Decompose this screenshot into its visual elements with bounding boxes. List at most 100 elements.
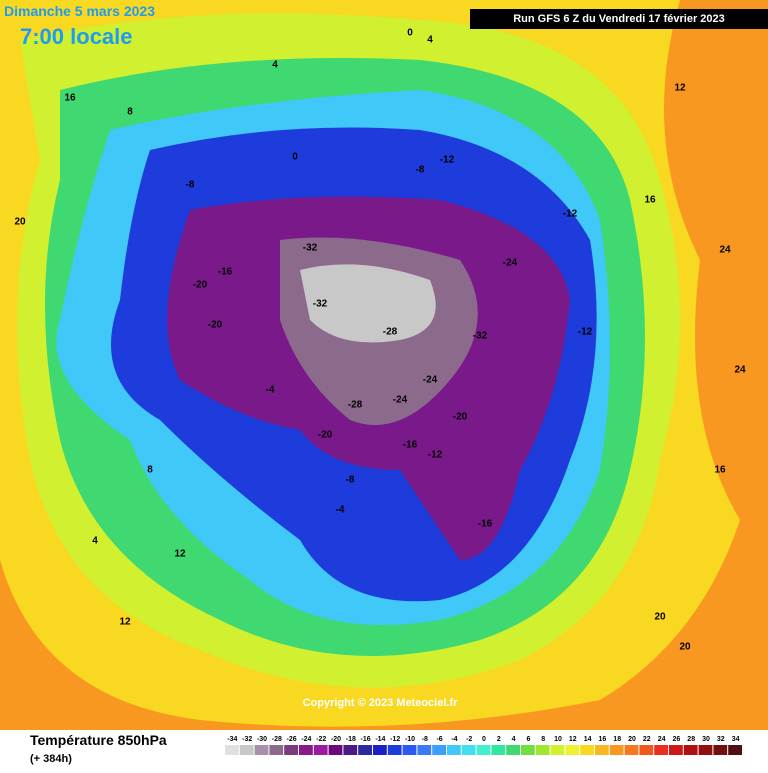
map-label: -20: [318, 430, 333, 441]
scale-label: -24: [301, 736, 311, 743]
scale-label: -22: [316, 736, 326, 743]
copyright: Copyright © 2023 Meteociel.fr: [303, 697, 459, 709]
scale-label: 32: [717, 736, 725, 743]
map-label: -16: [403, 440, 418, 451]
run-label: Run GFS 6 Z du Vendredi 17 février 2023: [513, 13, 725, 25]
scale-label: -4: [451, 736, 457, 743]
scale-swatch: [698, 745, 713, 755]
map-label: 20: [14, 217, 26, 228]
scale-label: -34: [227, 736, 237, 743]
scale-label: 16: [599, 736, 607, 743]
run-box: [470, 9, 768, 29]
legend-title: Température 850hPa: [30, 732, 167, 748]
map-label: -4: [266, 385, 275, 396]
map-label: -8: [186, 180, 195, 191]
scale-swatch: [387, 745, 402, 755]
scale-swatch: [299, 745, 313, 755]
scale-label: 26: [673, 736, 681, 743]
scale-label: -26: [287, 736, 297, 743]
scale-swatch: [432, 745, 446, 755]
scale-swatch: [225, 745, 239, 755]
scale-swatch: [461, 745, 476, 755]
scale-label: 22: [643, 736, 651, 743]
map-label: 16: [644, 195, 656, 206]
scale-swatch: [343, 745, 358, 755]
scale-label: 0: [482, 736, 486, 743]
map-label: -8: [346, 475, 355, 486]
scale-label: -28: [272, 736, 282, 743]
scale-swatch: [713, 745, 728, 755]
scale-swatch: [328, 745, 343, 755]
scale-label: -20: [331, 736, 341, 743]
map-label: 0: [407, 28, 413, 39]
map-label: 12: [174, 549, 186, 560]
scale-label: -32: [242, 736, 252, 743]
scale-label: 34: [732, 736, 740, 743]
map-label: 20: [654, 612, 666, 623]
map-label: 20: [679, 642, 691, 653]
map-label: -20: [193, 280, 208, 291]
map-label: -16: [478, 519, 493, 530]
map-label: 16: [714, 465, 726, 476]
scale-label: 12: [569, 736, 577, 743]
scale-swatch: [373, 745, 387, 755]
scale-label: 18: [613, 736, 621, 743]
scale-swatch: [580, 745, 594, 755]
map-label: -16: [218, 267, 233, 278]
scale-label: 4: [512, 736, 516, 743]
map-label: -12: [428, 450, 443, 461]
map-label: 0: [292, 152, 298, 163]
map-label: 12: [119, 617, 131, 628]
scale-label: 14: [584, 736, 592, 743]
map-label: 8: [127, 107, 133, 118]
map-label: 4: [92, 536, 98, 547]
scale-swatch: [254, 745, 269, 755]
scale-swatch: [476, 745, 491, 755]
map-label: -32: [303, 243, 318, 254]
map-label: 16: [64, 93, 76, 104]
scale-swatch: [491, 745, 506, 755]
scale-swatch: [683, 745, 698, 755]
map-label: -20: [453, 412, 468, 423]
scale-swatch: [624, 745, 639, 755]
map-label: -24: [393, 395, 408, 406]
scale-swatch: [565, 745, 580, 755]
map-label: 8: [147, 465, 153, 476]
map-label: -20: [208, 320, 223, 331]
scale-label: -8: [422, 736, 428, 743]
map-label: -24: [503, 258, 518, 269]
scale-swatch: [595, 745, 609, 755]
map-label: -24: [423, 375, 438, 386]
scale-label: 20: [628, 736, 636, 743]
scale-swatch: [417, 745, 432, 755]
scale-label: 6: [526, 736, 530, 743]
scale-swatch: [313, 745, 328, 755]
scale-label: 24: [658, 736, 666, 743]
map-label: -32: [473, 331, 488, 342]
scale-swatch: [402, 745, 417, 755]
scale-swatch: [506, 745, 520, 755]
map-label: -32: [313, 299, 328, 310]
scale-label: -10: [405, 736, 415, 743]
scale-swatch: [284, 745, 298, 755]
map-label: -8: [416, 165, 425, 176]
map-label: 24: [734, 365, 746, 376]
legend-subtitle: (+ 384h): [30, 753, 72, 765]
scale-swatch: [609, 745, 624, 755]
scale-label: 30: [702, 736, 710, 743]
scale-label: 10: [554, 736, 562, 743]
scale-swatch: [550, 745, 565, 755]
map-label: -12: [563, 209, 578, 220]
scale-label: 28: [687, 736, 695, 743]
map-label: -12: [440, 155, 455, 166]
map-label: 24: [719, 245, 731, 256]
scale-swatch: [654, 745, 668, 755]
scale-swatch: [239, 745, 254, 755]
map-label: -28: [383, 327, 398, 338]
scale-swatch: [269, 745, 284, 755]
scale-label: 8: [541, 736, 545, 743]
map-label: -12: [578, 327, 593, 338]
scale-label: -12: [390, 736, 400, 743]
scale-swatch: [728, 745, 742, 755]
